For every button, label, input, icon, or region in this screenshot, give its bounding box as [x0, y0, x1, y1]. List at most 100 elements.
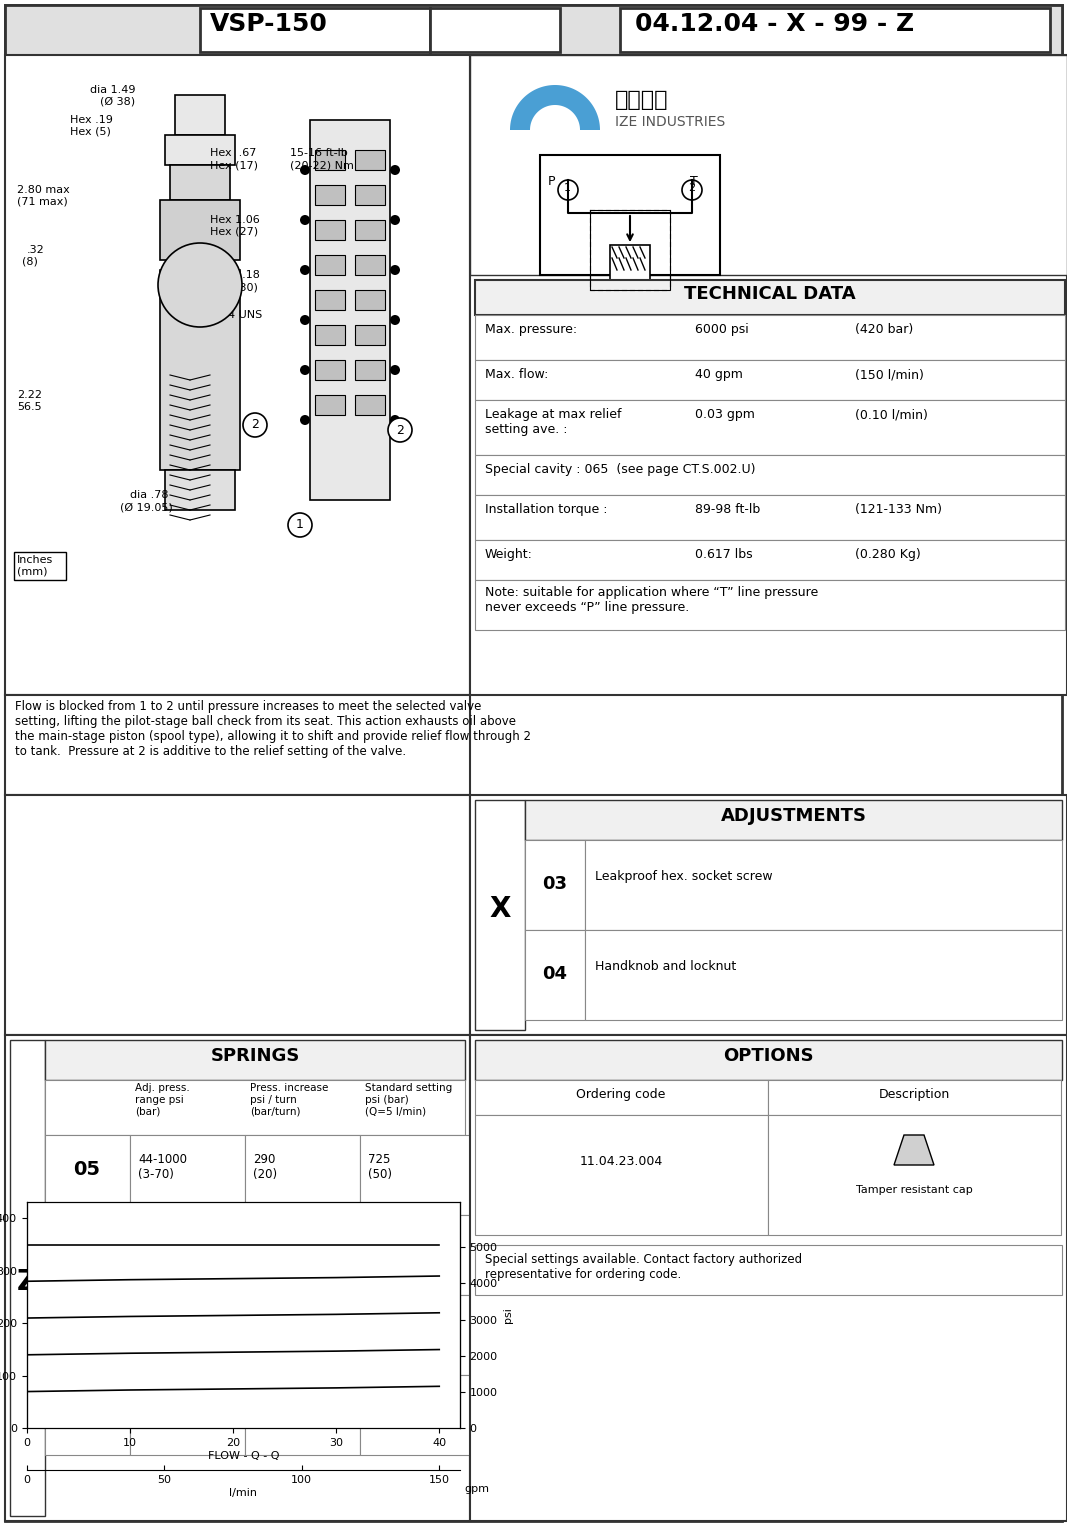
- Text: 2: 2: [396, 424, 404, 436]
- Text: (Ø 19.05): (Ø 19.05): [120, 502, 173, 513]
- Bar: [585, 929, 1062, 1019]
- Text: 56.5: 56.5: [17, 401, 42, 412]
- Text: Special cavity : 065  (see page CT.S.002.U): Special cavity : 065 (see page CT.S.002.…: [485, 462, 755, 476]
- Bar: [45, 1296, 130, 1375]
- Text: 0.03 gpm: 0.03 gpm: [695, 407, 754, 421]
- Text: Leakage at max relief
setting ave. :: Leakage at max relief setting ave. :: [485, 407, 621, 436]
- Bar: [5, 795, 469, 1035]
- Circle shape: [300, 165, 310, 175]
- Circle shape: [391, 266, 400, 275]
- Bar: [10, 1041, 45, 1515]
- Bar: [475, 1116, 768, 1235]
- Text: Installation torque :: Installation torque :: [485, 504, 607, 516]
- Bar: [585, 839, 1062, 929]
- Y-axis label: psi: psi: [504, 1308, 513, 1323]
- Text: (mm): (mm): [17, 568, 48, 577]
- Circle shape: [300, 314, 310, 325]
- Text: 11.04.23.004: 11.04.23.004: [579, 1155, 663, 1167]
- Text: 500-6000
(35-420): 500-6000 (35-420): [138, 1393, 194, 1421]
- Bar: [245, 1215, 360, 1296]
- Text: (71 max): (71 max): [17, 197, 67, 208]
- Text: IZE INDUSTRIES: IZE INDUSTRIES: [615, 114, 726, 130]
- Text: 44-1000
(3-70): 44-1000 (3-70): [138, 1154, 187, 1181]
- Text: 04: 04: [542, 964, 568, 983]
- Text: 6000 psi: 6000 psi: [695, 324, 749, 336]
- Text: 0.617 lbs: 0.617 lbs: [695, 548, 752, 562]
- Text: 145-3000
(10-210): 145-3000 (10-210): [138, 1312, 194, 1341]
- Bar: [469, 55, 1067, 275]
- Circle shape: [300, 215, 310, 224]
- Text: 725
(50): 725 (50): [368, 1154, 392, 1181]
- Bar: [315, 360, 345, 380]
- Bar: [355, 185, 385, 204]
- Bar: [45, 1135, 130, 1215]
- Text: (0.280 Kg): (0.280 Kg): [855, 548, 921, 562]
- Text: Hex (30): Hex (30): [210, 282, 258, 291]
- Text: 10: 10: [74, 1241, 100, 1259]
- Bar: [475, 494, 1065, 540]
- Text: P: P: [548, 175, 556, 188]
- Text: Max. flow:: Max. flow:: [485, 368, 548, 382]
- Text: (121-133 Nm): (121-133 Nm): [855, 504, 942, 516]
- Circle shape: [288, 513, 312, 537]
- Bar: [175, 95, 225, 134]
- Bar: [469, 795, 1067, 1035]
- Text: (420 bar): (420 bar): [855, 324, 913, 336]
- Text: SPRINGS: SPRINGS: [210, 1047, 300, 1065]
- Bar: [355, 395, 385, 415]
- Text: ADJUSTMENTS: ADJUSTMENTS: [720, 807, 866, 826]
- Bar: [525, 839, 585, 929]
- Text: 1: 1: [564, 183, 571, 192]
- Bar: [315, 220, 345, 240]
- Bar: [475, 279, 1065, 314]
- Text: 1: 1: [296, 519, 304, 531]
- Bar: [430, 8, 560, 52]
- Bar: [475, 800, 525, 1030]
- Text: Leakproof hex. socket screw: Leakproof hex. socket screw: [595, 870, 773, 884]
- Bar: [245, 1296, 360, 1375]
- Bar: [5, 1035, 469, 1521]
- Text: TECHNICAL DATA: TECHNICAL DATA: [684, 285, 856, 304]
- Bar: [200, 8, 430, 52]
- Text: 290
(20): 290 (20): [253, 1154, 277, 1181]
- Text: T: T: [690, 175, 698, 188]
- Bar: [475, 1041, 1062, 1080]
- Polygon shape: [510, 85, 600, 130]
- Bar: [355, 290, 385, 310]
- Bar: [245, 1135, 360, 1215]
- Circle shape: [391, 365, 400, 375]
- Bar: [360, 1375, 475, 1454]
- Bar: [5, 55, 469, 694]
- Text: OPTIONS: OPTIONS: [723, 1047, 814, 1065]
- Text: Adj. press.
range psi
(bar): Adj. press. range psi (bar): [136, 1083, 190, 1116]
- Text: Flow is blocked from 1 to 2 until pressure increases to meet the selected valve
: Flow is blocked from 1 to 2 until pressu…: [15, 700, 531, 758]
- Bar: [475, 360, 1065, 400]
- Text: Handknob and locknut: Handknob and locknut: [595, 960, 736, 974]
- Bar: [130, 1296, 245, 1375]
- Text: (0.10 l/min): (0.10 l/min): [855, 407, 928, 421]
- Circle shape: [391, 215, 400, 224]
- Bar: [5, 694, 469, 795]
- Bar: [525, 800, 1062, 839]
- Text: 89-98 ft-lb: 89-98 ft-lb: [695, 504, 761, 516]
- Text: Weight:: Weight:: [485, 548, 532, 562]
- Bar: [130, 1215, 245, 1296]
- Circle shape: [391, 165, 400, 175]
- Text: VSP-150: VSP-150: [210, 12, 328, 37]
- Bar: [45, 1080, 465, 1135]
- Text: (Ø 38): (Ø 38): [100, 98, 136, 107]
- Text: 05: 05: [74, 1160, 100, 1180]
- Bar: [360, 1296, 475, 1375]
- Text: 2900
(200): 2900 (200): [368, 1312, 399, 1341]
- Bar: [469, 55, 1067, 694]
- Text: Hex 1.18: Hex 1.18: [210, 270, 260, 279]
- Bar: [355, 150, 385, 169]
- Text: (20-22) Nm: (20-22) Nm: [290, 160, 354, 169]
- Bar: [355, 325, 385, 345]
- Text: Special settings available. Contact factory authorized
representative for orderi: Special settings available. Contact fact…: [485, 1253, 802, 1280]
- Circle shape: [300, 415, 310, 426]
- Bar: [315, 290, 345, 310]
- Bar: [170, 165, 230, 200]
- Bar: [130, 1135, 245, 1215]
- Text: Hex 1.06: Hex 1.06: [210, 215, 259, 224]
